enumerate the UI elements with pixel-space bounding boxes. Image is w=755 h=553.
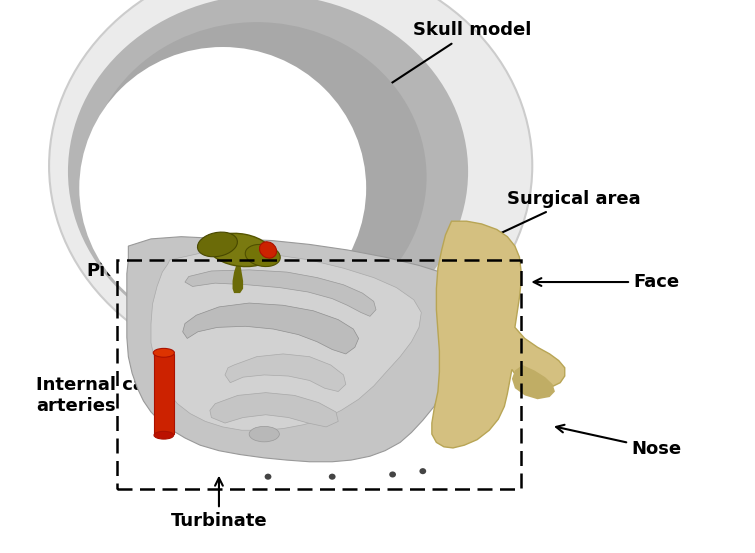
Polygon shape [225, 354, 346, 392]
Ellipse shape [154, 431, 174, 439]
Bar [154, 354, 174, 434]
Polygon shape [512, 365, 555, 399]
Ellipse shape [329, 473, 335, 479]
Ellipse shape [249, 426, 279, 442]
Text: Turbinate: Turbinate [171, 478, 267, 530]
Text: Optic nerve: Optic nerve [87, 212, 225, 242]
Ellipse shape [260, 242, 276, 258]
Text: Surgical area: Surgical area [454, 190, 640, 255]
Text: Internal carotid
arteries: Internal carotid arteries [36, 360, 194, 415]
Ellipse shape [87, 22, 427, 332]
Polygon shape [185, 270, 376, 316]
Polygon shape [210, 393, 338, 427]
Text: Nose: Nose [556, 425, 682, 458]
Ellipse shape [420, 468, 427, 474]
Ellipse shape [245, 244, 280, 267]
Text: Face: Face [534, 273, 680, 291]
Ellipse shape [153, 348, 174, 357]
Ellipse shape [390, 471, 396, 478]
Polygon shape [127, 237, 482, 462]
Ellipse shape [79, 47, 366, 329]
Bar [117, 260, 521, 489]
Ellipse shape [198, 232, 237, 257]
Ellipse shape [49, 0, 532, 376]
Ellipse shape [208, 233, 272, 267]
Ellipse shape [264, 473, 271, 479]
Polygon shape [432, 221, 565, 448]
Ellipse shape [68, 0, 468, 348]
Polygon shape [151, 252, 421, 430]
Polygon shape [183, 303, 359, 354]
Polygon shape [233, 263, 243, 293]
Text: Pituitary: Pituitary [87, 258, 217, 280]
Text: Skull model: Skull model [333, 22, 531, 122]
